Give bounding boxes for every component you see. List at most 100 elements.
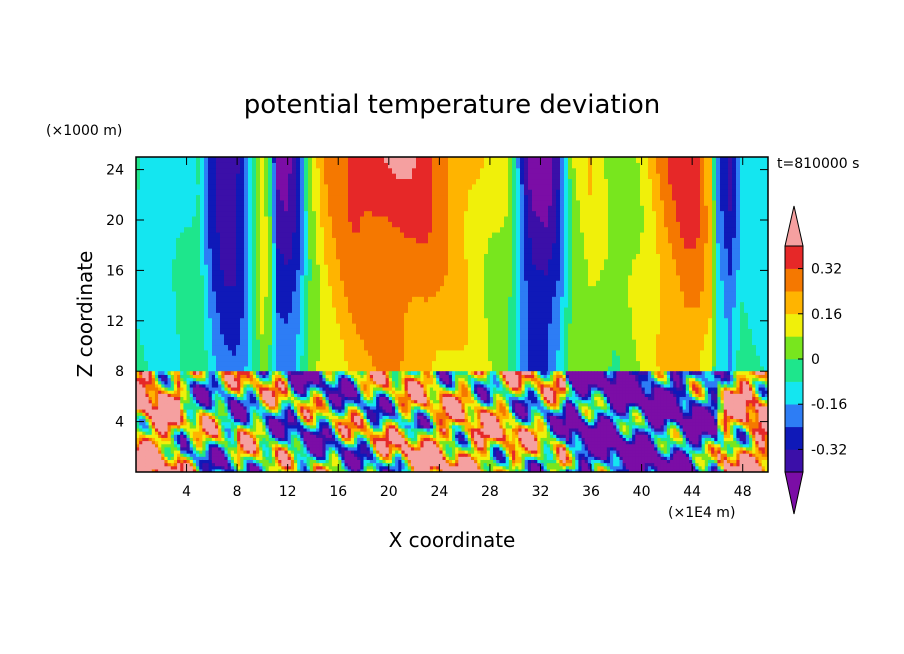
contour-cell: [472, 167, 477, 174]
contour-cell: [508, 323, 513, 329]
contour-cell: [584, 189, 589, 196]
contour-cell: [536, 312, 541, 319]
contour-cell: [584, 269, 589, 276]
contour-cell: [572, 306, 577, 313]
contour-cell: [392, 237, 397, 244]
contour-cell: [552, 365, 557, 372]
contour-cell: [464, 274, 469, 281]
contour-cell: [516, 355, 521, 362]
contour-cell: [496, 167, 501, 174]
contour-cell: [516, 301, 521, 308]
contour-cell: [508, 301, 513, 308]
contour-cell: [604, 199, 609, 206]
contour-cell: [200, 248, 205, 254]
contour-cell: [284, 274, 289, 281]
contour-cell: [212, 269, 217, 276]
contour-cell: [464, 237, 469, 244]
contour-cell: [488, 178, 493, 185]
contour-cell: [560, 306, 565, 313]
contour-cell: [536, 328, 541, 335]
contour-cell: [440, 301, 445, 308]
contour-cell: [480, 274, 485, 281]
contour-cell: [416, 157, 421, 163]
contour-cell: [448, 306, 453, 313]
contour-cell: [156, 231, 161, 238]
contour-cell: [488, 194, 493, 201]
contour-cell: [608, 226, 613, 233]
contour-cell: [428, 333, 433, 340]
contour-cell: [168, 280, 173, 287]
contour-cell: [572, 242, 577, 249]
contour-cell: [252, 258, 257, 265]
contour-cell: [372, 173, 377, 180]
contour-cell: [340, 280, 345, 287]
contour-cell: [476, 349, 481, 356]
contour-cell: [184, 269, 189, 276]
contour-cell: [184, 365, 189, 372]
contour-cell: [348, 360, 353, 367]
contour-cell: [216, 237, 221, 244]
contour-cell: [428, 221, 433, 228]
contour-cell: [144, 269, 149, 276]
contour-cell: [188, 269, 193, 276]
contour-cell: [568, 248, 573, 254]
contour-cell: [484, 157, 489, 163]
contour-cell: [456, 242, 461, 249]
contour-cell: [564, 344, 569, 351]
contour-cell: [544, 194, 549, 201]
contour-cell: [600, 274, 605, 281]
contour-cell: [388, 355, 393, 362]
contour-cell: [544, 189, 549, 196]
contour-cell: [224, 194, 229, 201]
contour-cell: [412, 258, 417, 265]
contour-cell: [360, 215, 365, 222]
contour-cell: [624, 162, 629, 169]
contour-cell: [400, 339, 405, 346]
contour-cell: [580, 157, 585, 163]
contour-cell: [452, 328, 457, 335]
contour-cell: [316, 365, 321, 372]
contour-cell: [336, 317, 341, 324]
contour-cell: [288, 258, 293, 265]
contour-cell: [520, 317, 525, 324]
contour-cell: [472, 349, 477, 356]
contour-cell: [196, 205, 201, 212]
contour-cell: [416, 167, 421, 174]
contour-cell: [632, 226, 637, 233]
contour-cell: [296, 349, 301, 356]
contour-cell: [320, 269, 325, 276]
contour-cell: [488, 312, 493, 319]
contour-cell: [576, 205, 581, 212]
contour-cell: [280, 194, 285, 201]
contour-cell: [136, 178, 141, 185]
contour-cell: [144, 290, 149, 297]
contour-cell: [372, 210, 377, 217]
contour-cell: [176, 339, 181, 346]
contour-cell: [556, 349, 561, 356]
contour-cell: [160, 296, 165, 303]
contour-cell: [584, 210, 589, 217]
contour-cell: [228, 312, 233, 319]
contour-cell: [208, 221, 213, 228]
contour-cell: [420, 349, 425, 356]
contour-cell: [400, 231, 405, 238]
contour-cell: [248, 162, 253, 169]
contour-cell: [148, 237, 153, 244]
contour-cell: [228, 242, 233, 249]
contour-cell: [236, 183, 241, 190]
contour-cell: [336, 215, 341, 222]
contour-cell: [432, 274, 437, 281]
contour-cell: [292, 349, 297, 356]
contour-cell: [220, 296, 225, 303]
contour-cell: [620, 360, 625, 367]
contour-cell: [512, 317, 517, 324]
contour-cell: [208, 323, 213, 329]
contour-cell: [576, 344, 581, 351]
contour-cell: [364, 253, 369, 260]
contour-cell: [536, 162, 541, 169]
contour-cell: [164, 210, 169, 217]
contour-cell: [380, 301, 385, 308]
contour-cell: [460, 210, 465, 217]
contour-cell: [508, 226, 513, 233]
contour-cell: [228, 248, 233, 254]
